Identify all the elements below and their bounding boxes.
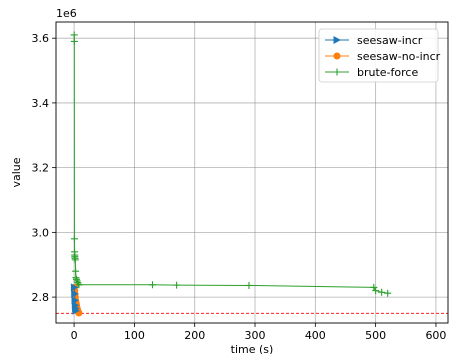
x-axis-label: time (s): [231, 343, 274, 354]
data-point-brute-force: [70, 37, 78, 45]
legend-box: [318, 28, 439, 83]
data-point-seesaw-incr: [72, 306, 80, 315]
legend-label: brute-force: [357, 66, 418, 79]
legend-label: seesaw-no-incr: [357, 50, 441, 63]
data-point-brute-force: [384, 289, 392, 297]
x-tick-label: 400: [305, 329, 326, 342]
data-point-brute-force: [72, 267, 80, 275]
data-point-seesaw-incr: [71, 289, 79, 298]
y-tick-label: 2.8: [32, 291, 50, 304]
data-point-brute-force: [148, 281, 156, 289]
y-axis-label: value: [10, 157, 23, 187]
data-point-brute-force: [71, 256, 79, 264]
legend-marker: [333, 36, 341, 44]
y-tick-label: 3.4: [32, 97, 50, 110]
legend-marker: [333, 52, 341, 60]
y-offset-label: 1e6: [56, 7, 77, 20]
plot-frame: [55, 21, 449, 324]
x-tick-label: 200: [184, 329, 205, 342]
x-tick-label: 600: [425, 329, 446, 342]
data-point-brute-force: [74, 280, 82, 288]
data-point-brute-force: [173, 281, 181, 289]
data-point-brute-force: [378, 288, 386, 296]
axes: [55, 21, 449, 324]
legend-entry-seesaw-incr: seesaw-incr: [325, 34, 423, 47]
series-layer: [70, 31, 392, 317]
legend-entry-seesaw-no-incr: seesaw-no-incr: [325, 50, 441, 63]
data-point-brute-force: [70, 235, 78, 243]
legend: seesaw-incr seesaw-no-incr brute-force: [318, 28, 441, 83]
tick-labels: 0 100 200 300 400 500 600 2.8 3.0 3.2 3.4 3.6: [32, 32, 447, 342]
legend-entry-brute-force: brute-force: [325, 66, 418, 79]
series-seesaw-incr: [70, 283, 80, 315]
data-point-brute-force: [72, 274, 80, 282]
x-tick-label: 300: [245, 329, 266, 342]
x-tick-label: 100: [124, 329, 145, 342]
data-point-brute-force: [73, 275, 81, 283]
data-point-brute-force: [372, 287, 380, 295]
series-brute-force: [70, 31, 392, 297]
data-point-brute-force: [370, 283, 378, 291]
y-tick-label: 3.2: [32, 162, 50, 175]
y-tick-label: 3.0: [32, 226, 50, 239]
y-tick-label: 3.6: [32, 32, 50, 45]
data-point-brute-force: [245, 281, 253, 289]
legend-marker: [333, 68, 341, 76]
x-tick-label: 0: [71, 329, 78, 342]
data-point-brute-force: [73, 277, 81, 285]
x-tick-label: 500: [365, 329, 386, 342]
legend-label: seesaw-incr: [357, 34, 423, 47]
data-point-brute-force: [70, 31, 78, 39]
data-point-seesaw-incr: [70, 283, 79, 292]
